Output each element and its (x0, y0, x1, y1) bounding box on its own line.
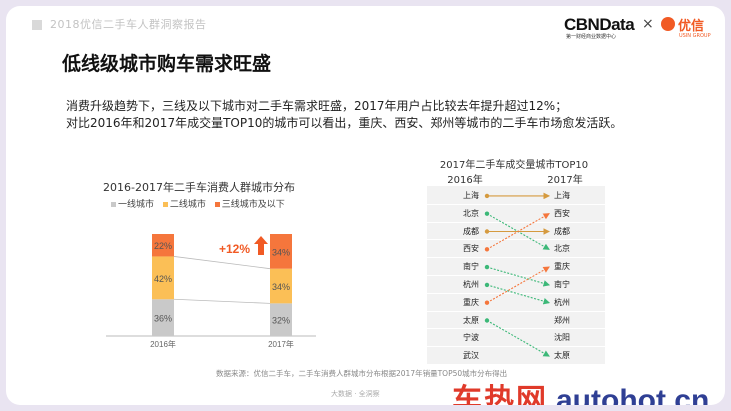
youxin-logo: 优信 USIN GROUP (661, 14, 713, 40)
rank-start-dot (484, 229, 490, 234)
top10-title: 2017年二手车成交量城市TOP10 (439, 160, 589, 171)
city-2016: 重庆 (463, 297, 479, 307)
city-2017: 重庆 (554, 262, 570, 272)
top10-row (427, 222, 605, 241)
description: 消费升级趋势下，三线及以下城市对二手车需求旺盛，2017年用户占比较去年提升超过… (66, 98, 622, 132)
data-source: 数据来源：优信二手车，二手车消费人群城市分布根据2017年销量TOP50城市分布… (216, 369, 508, 378)
rank-start-dot (484, 300, 490, 305)
rank-start-dot (484, 247, 490, 252)
bar-segment-1 (152, 299, 174, 336)
growth-annotation: +12% (219, 242, 250, 256)
youxin-logo-text: 优信 (678, 19, 705, 34)
city-2016: 成都 (463, 226, 479, 236)
top10-row (427, 275, 605, 294)
city-2016: 北京 (463, 208, 479, 218)
cbndata-logo: CBNData (564, 15, 635, 34)
city-2016: 杭州 (463, 280, 479, 289)
top10-row (427, 257, 605, 276)
city-2017: 杭州 (554, 297, 570, 307)
bar-chart-title: 2016-2017年二手车消费人群城市分布 (103, 181, 295, 194)
connector-line (173, 256, 271, 270)
logo-separator: × (642, 16, 654, 32)
city-2017: 上海 (554, 191, 570, 200)
city-2017: 成都 (554, 226, 570, 236)
x-tick-label: 2016年 (150, 339, 176, 349)
header-square-icon (32, 20, 42, 30)
rank-change-arrow (486, 266, 551, 287)
city-2016: 西安 (463, 244, 479, 254)
bar-data-label: 34% (272, 247, 290, 257)
city-2017: 西安 (554, 208, 570, 218)
top10-col-2016: 2016年 (447, 175, 483, 186)
top10-row (427, 293, 605, 312)
city-2016: 南宁 (463, 262, 479, 272)
rank-change-arrow (486, 266, 550, 304)
watermark-en: autohot.cn (556, 384, 710, 405)
legend-item-tier3: 三线城市及以下 (214, 197, 285, 210)
top10-row (427, 186, 605, 205)
bar-chart-legend: 一线城市 二线城市 三线城市及以下 (111, 197, 291, 210)
bar-data-label: 32% (272, 316, 290, 326)
legend-label: 三线城市及以下 (221, 200, 285, 210)
rank-change-arrow (486, 284, 551, 305)
top10-row (427, 328, 605, 348)
rank-start-dot (484, 282, 490, 288)
city-2016: 太原 (463, 315, 479, 325)
bar-segment-2 (270, 268, 292, 304)
legend-item-tier1: 一线城市 (111, 197, 154, 210)
rank-start-dot (484, 211, 490, 216)
legend-swatch (111, 202, 116, 207)
page-title: 低线级城市购车需求旺盛 (62, 53, 272, 75)
description-line: 消费升级趋势下，三线及以下城市对二手车需求旺盛，2017年用户占比较去年提升超过… (66, 99, 568, 113)
city-2016: 武汉 (463, 351, 479, 361)
city-2016: 宁波 (463, 333, 479, 343)
top10-row (427, 346, 605, 365)
top10-row (427, 204, 605, 223)
watermark-cn: 车热网 (452, 384, 548, 405)
legend-label: 二线城市 (169, 200, 206, 210)
top10-row (427, 311, 605, 330)
footer-slogan: 大数据 · 全洞察 (331, 390, 380, 398)
rank-change-arrow (486, 320, 550, 357)
arrow-up-icon (254, 236, 268, 255)
report-header-title: 2018优信二手车人群洞察报告 (50, 18, 207, 31)
stacked-bar-chart: 36% 42% 22% 2016年 32% 34% 34% 2017年 +12% (106, 234, 316, 349)
top10-rank-arrows (484, 192, 551, 357)
legend-item-tier2: 二线城市 (162, 197, 206, 210)
city-2016: 上海 (463, 191, 479, 200)
watermark: 车热网 autohot.cn (452, 375, 709, 405)
city-2017: 北京 (554, 244, 570, 254)
top10-col-2017: 2017年 (547, 175, 583, 186)
city-2017: 太原 (554, 351, 570, 361)
bar-data-label: 22% (154, 241, 172, 251)
rank-start-dot (484, 318, 490, 323)
youxin-logo-subtitle: USIN GROUP (679, 33, 711, 39)
top10-row (427, 239, 605, 259)
connector-line (173, 298, 271, 304)
bar-segment-3 (152, 234, 174, 257)
cbndata-logo-subtitle: 第一财经商业数据中心 (566, 34, 617, 40)
bar-segment-1 (270, 303, 292, 336)
legend-swatch (214, 202, 220, 207)
bar-data-label: 36% (154, 314, 172, 324)
description-line: 对比2016年和2017年成交量TOP10的城市可以看出，重庆、西安、郑州等城市… (66, 116, 623, 130)
rank-start-dot (484, 264, 490, 270)
bar-data-label: 34% (272, 282, 290, 292)
city-2017: 郑州 (554, 315, 570, 325)
bar-segment-3 (270, 234, 292, 269)
rank-start-dot (484, 193, 490, 199)
rank-change-arrow (486, 213, 550, 250)
legend-label: 一线城市 (118, 200, 155, 210)
youxin-logo-icon (661, 17, 675, 31)
city-2017: 南宁 (554, 280, 570, 289)
bar-segment-2 (152, 256, 174, 300)
city-2017: 沈阳 (554, 333, 570, 343)
bar-data-label: 42% (154, 274, 172, 284)
slide: 2018优信二手车人群洞察报告 CBNData 第一财经商业数据中心 × 优信 … (6, 6, 725, 405)
x-tick-label: 2017年 (268, 339, 294, 349)
legend-swatch (162, 202, 168, 207)
